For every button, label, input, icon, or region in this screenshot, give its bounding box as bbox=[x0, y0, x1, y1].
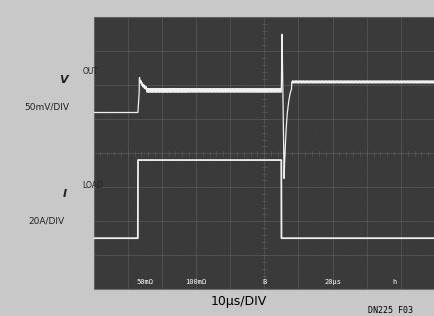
Text: 50mV/DIV: 50mV/DIV bbox=[24, 103, 69, 112]
Text: OUT: OUT bbox=[82, 67, 98, 76]
Text: 10μs/DIV: 10μs/DIV bbox=[210, 295, 267, 308]
Text: 20A/DIV: 20A/DIV bbox=[29, 217, 65, 226]
Text: V: V bbox=[59, 75, 67, 85]
Text: B: B bbox=[262, 279, 266, 285]
Text: LOAD: LOAD bbox=[82, 181, 103, 190]
Text: I: I bbox=[63, 189, 67, 199]
Text: h: h bbox=[391, 279, 395, 285]
Text: 50mΩ: 50mΩ bbox=[136, 279, 153, 285]
Text: 20μs: 20μs bbox=[323, 279, 340, 285]
Text: DN225 F03: DN225 F03 bbox=[368, 306, 412, 315]
Text: 100mΩ: 100mΩ bbox=[185, 279, 206, 285]
